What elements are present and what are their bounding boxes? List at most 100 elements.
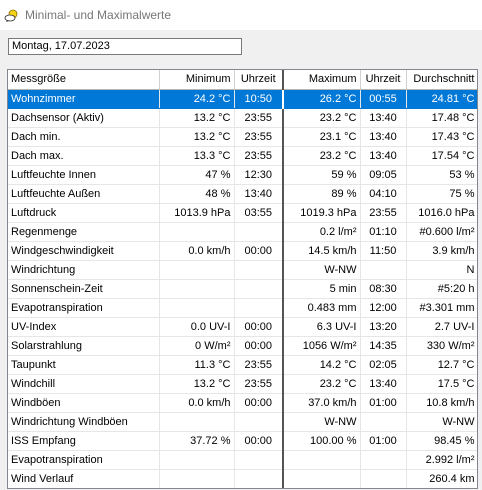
cell-max-uhrzeit: 13:20 [360, 317, 407, 337]
table-row[interactable]: Wohnzimmer 24.2 °C 10:50 26.2 °C 00:55 24.81 … [8, 89, 477, 109]
table-row[interactable]: Dach min. 13.2 °C 23:55 23.1 °C 13:40 17.43 °… [8, 127, 477, 147]
cell-max-uhrzeit: 12:00 [360, 298, 407, 318]
cell-messgroesse: Evapotranspiration [8, 298, 160, 318]
cell-durchschnitt: 17.48 °C [406, 108, 477, 128]
cell-min-uhrzeit [234, 260, 284, 280]
cell-minimum: 0.0 UV-I [159, 317, 235, 337]
cell-maximum: 1019.3 hPa [282, 203, 361, 223]
cell-messgroesse: Dach min. [8, 127, 160, 147]
cell-minimum: 11.3 °C [159, 355, 235, 375]
table-row[interactable]: UV-Index 0.0 UV-I 00:00 6.3 UV-I 13:20 2.7 UV… [8, 317, 477, 337]
table-row[interactable]: Wind Verlauf 260.4 km [8, 469, 477, 488]
table-row[interactable]: Luftfeuchte Innen 47 % 12:30 59 % 09:05 53 % [8, 165, 477, 185]
title-bar: Minimal- und Maximalwerte [0, 0, 482, 30]
cell-messgroesse: Windrichtung [8, 260, 160, 280]
cell-messgroesse: Windböen [8, 393, 160, 413]
table-row[interactable]: Windrichtung W-NW N [8, 260, 477, 280]
cell-messgroesse: Regenmenge [8, 222, 160, 242]
cell-maximum: W-NW [282, 412, 361, 432]
cell-max-uhrzeit: 23:55 [360, 203, 407, 223]
table-row[interactable]: Evapotranspiration 2.992 l/m² [8, 450, 477, 470]
cell-maximum: 23.2 °C [282, 374, 361, 394]
table-row[interactable]: Windrichtung Windböen W-NW W-NW [8, 412, 477, 432]
cell-messgroesse: UV-Index [8, 317, 160, 337]
cell-durchschnitt: #3.301 mm [406, 298, 477, 318]
cell-minimum [159, 222, 235, 242]
cell-minimum: 48 % [159, 184, 235, 204]
column-header-min-uhrzeit[interactable]: Uhrzeit [234, 70, 284, 90]
table-row[interactable]: Windböen 0.0 km/h 00:00 37.0 km/h 01:00 10.8 … [8, 393, 477, 413]
cell-durchschnitt: 3.9 km/h [406, 241, 477, 261]
cell-durchschnitt: 24.81 °C [406, 89, 477, 109]
table-row[interactable]: ISS Empfang 37.72 % 00:00 100.00 % 01:00 98.4… [8, 431, 477, 451]
cell-durchschnitt: W-NW [406, 412, 477, 432]
cell-minimum [159, 412, 235, 432]
cell-messgroesse: Dachsensor (Aktiv) [8, 108, 160, 128]
cell-maximum [282, 469, 361, 488]
table-row[interactable]: Luftdruck 1013.9 hPa 03:55 1019.3 hPa 23:55 1… [8, 203, 477, 223]
table-row[interactable]: Luftfeuchte Außen 48 % 13:40 89 % 04:10 75 % [8, 184, 477, 204]
cell-minimum: 13.3 °C [159, 146, 235, 166]
table-row[interactable]: Taupunkt 11.3 °C 23:55 14.2 °C 02:05 12.7 °C [8, 355, 477, 375]
cell-maximum: 23.2 °C [282, 146, 361, 166]
cell-maximum: 14.5 km/h [282, 241, 361, 261]
cell-durchschnitt: 2.7 UV-I [406, 317, 477, 337]
table-row[interactable]: Dachsensor (Aktiv) 13.2 °C 23:55 23.2 °C 13:… [8, 108, 477, 128]
cell-messgroesse: Evapotranspiration [8, 450, 160, 470]
cell-max-uhrzeit: 01:00 [360, 393, 407, 413]
date-field[interactable]: Montag, 17.07.2023 [8, 38, 242, 55]
cell-min-uhrzeit: 12:30 [234, 165, 284, 185]
cell-durchschnitt: 2.992 l/m² [406, 450, 477, 470]
table-row[interactable]: Sonnenschein-Zeit 5 min 08:30 #5:20 h [8, 279, 477, 299]
cell-durchschnitt: 98.45 % [406, 431, 477, 451]
cell-min-uhrzeit: 00:00 [234, 431, 284, 451]
cell-maximum: 14.2 °C [282, 355, 361, 375]
table-row[interactable]: Solarstrahlung 0 W/m² 00:00 1056 W/m² 14:35 3… [8, 336, 477, 356]
cell-maximum: 89 % [282, 184, 361, 204]
cell-max-uhrzeit: 08:30 [360, 279, 407, 299]
cell-max-uhrzeit [360, 450, 407, 470]
cell-max-uhrzeit: 09:05 [360, 165, 407, 185]
weather-app-icon [4, 9, 18, 22]
cell-minimum: 37.72 % [159, 431, 235, 451]
cell-min-uhrzeit [234, 469, 284, 488]
min-max-table[interactable]: Messgröße Minimum Uhrzeit Maximum Uhrzei… [7, 69, 478, 489]
column-header-minimum[interactable]: Minimum [159, 70, 235, 90]
cell-messgroesse: ISS Empfang [8, 431, 160, 451]
column-header-durchschnitt[interactable]: Durchschnitt [406, 70, 477, 90]
cell-minimum [159, 450, 235, 470]
cell-min-uhrzeit: 00:00 [234, 336, 284, 356]
cell-durchschnitt: 17.43 °C [406, 127, 477, 147]
table-row[interactable]: Windgeschwindigkeit 0.0 km/h 00:00 14.5 km/… [8, 241, 477, 261]
column-header-messgroesse[interactable]: Messgröße [8, 70, 160, 90]
cell-minimum: 1013.9 hPa [159, 203, 235, 223]
cell-minimum [159, 260, 235, 280]
cell-maximum: 1056 W/m² [282, 336, 361, 356]
cell-maximum: 0.2 l/m² [282, 222, 361, 242]
cell-min-uhrzeit [234, 450, 284, 470]
cell-durchschnitt: #5:20 h [406, 279, 477, 299]
table-row[interactable]: Regenmenge 0.2 l/m² 01:10 #0.600 l/m² [8, 222, 477, 242]
column-header-max-uhrzeit[interactable]: Uhrzeit [360, 70, 407, 90]
cell-max-uhrzeit: 00:55 [360, 89, 407, 109]
cell-minimum: 13.2 °C [159, 374, 235, 394]
cell-max-uhrzeit: 04:10 [360, 184, 407, 204]
cell-messgroesse: Wohnzimmer [8, 89, 160, 109]
table-row[interactable]: Windchill 13.2 °C 23:55 23.2 °C 13:40 17.5 °C [8, 374, 477, 394]
cell-maximum: 37.0 km/h [282, 393, 361, 413]
table-row[interactable]: Dach max. 13.3 °C 23:55 23.2 °C 13:40 17.54 °… [8, 146, 477, 166]
cell-messgroesse: Windrichtung Windböen [8, 412, 160, 432]
cell-min-uhrzeit: 23:55 [234, 374, 284, 394]
table-row[interactable]: Evapotranspiration 0.483 mm 12:00 #3.301 mm [8, 298, 477, 318]
cell-durchschnitt: 17.54 °C [406, 146, 477, 166]
column-header-maximum[interactable]: Maximum [282, 70, 361, 90]
cell-messgroesse: Luftdruck [8, 203, 160, 223]
cell-durchschnitt: 1016.0 hPa [406, 203, 477, 223]
cell-max-uhrzeit [360, 412, 407, 432]
cell-maximum: W-NW [282, 260, 361, 280]
cell-messgroesse: Windgeschwindigkeit [8, 241, 160, 261]
cell-max-uhrzeit [360, 260, 407, 280]
cell-messgroesse: Dach max. [8, 146, 160, 166]
cell-max-uhrzeit: 02:05 [360, 355, 407, 375]
cell-max-uhrzeit: 01:00 [360, 431, 407, 451]
